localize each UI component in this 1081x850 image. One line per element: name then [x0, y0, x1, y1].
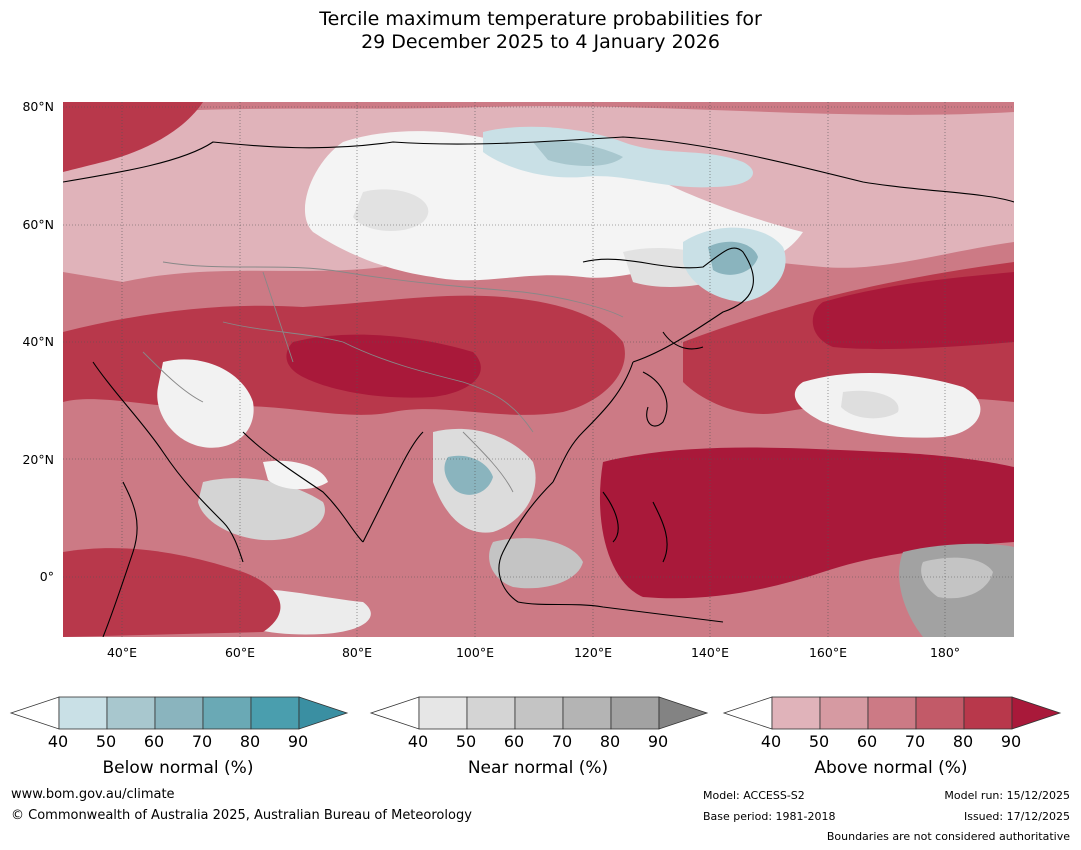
region-india-white — [263, 460, 328, 490]
region-north-grey-1 — [353, 189, 429, 232]
region-indochina-blue — [444, 455, 493, 495]
colorbar-swatch — [250, 696, 300, 730]
colorbar-swatch — [562, 696, 612, 730]
tick: 80 — [952, 732, 974, 751]
tick: 50 — [95, 732, 117, 751]
colorbar-near-normal — [369, 696, 709, 730]
lat-label-0: 0° — [39, 569, 54, 584]
tick: 70 — [191, 732, 213, 751]
colorbar-above-title: Above normal (%) — [814, 758, 968, 778]
colorbar-lower-extension — [9, 696, 60, 730]
bom-climate-link[interactable]: www.bom.gov.au/climate — [11, 787, 175, 802]
region-south-indian-red — [63, 548, 281, 637]
boundaries-disclaimer: Boundaries are not considered authoritat… — [826, 830, 1070, 843]
coastlines — [63, 136, 1014, 637]
region-indonesia-grey — [489, 538, 583, 589]
tick: 40 — [407, 732, 429, 751]
region-northwest-dark-red — [63, 102, 203, 172]
lat-label-20n: 20°N — [22, 452, 54, 467]
colorbar-upper-extension — [298, 696, 349, 730]
title-line-2: 29 December 2025 to 4 January 2026 — [361, 31, 720, 53]
tick: 50 — [808, 732, 830, 751]
colorbar-upper-extension — [1011, 696, 1062, 730]
lat-label-40n: 40°N — [22, 334, 54, 349]
colorbar-swatch — [819, 696, 869, 730]
colorbar-swatch — [867, 696, 917, 730]
lon-label-140e: 140°E — [690, 645, 729, 660]
lat-label-80n: 80°N — [22, 99, 54, 114]
colorbar-swatch — [771, 696, 821, 730]
colorbar-below-title: Below normal (%) — [102, 758, 254, 778]
region-southeast-pacific-light-grey — [921, 557, 993, 599]
tick: 60 — [503, 732, 525, 751]
colorbar-swatch — [915, 696, 965, 730]
region-india-grey — [198, 478, 325, 541]
region-tibet-dark-red — [286, 334, 481, 398]
colorbar-swatch — [466, 696, 516, 730]
tick: 50 — [455, 732, 477, 751]
colorbar-swatch — [154, 696, 204, 730]
colorbar-above-swatches — [722, 696, 1062, 730]
colorbar-above-normal — [722, 696, 1062, 730]
country-borders — [142, 261, 624, 493]
probability-map — [63, 102, 1014, 637]
lon-label-120e: 120°E — [573, 645, 612, 660]
region-west-pacific-deep-red — [599, 447, 1014, 599]
lat-label-60n: 60°N — [22, 217, 54, 232]
title-line-1: Tercile maximum temperature probabilitie… — [319, 8, 762, 30]
tick: 80 — [239, 732, 261, 751]
colorbar-lower-extension — [369, 696, 420, 730]
region-okhotsk-blue-dark — [708, 241, 758, 275]
colorbar-below-swatches — [9, 696, 349, 730]
tick: 70 — [904, 732, 926, 751]
colorbar-lower-extension — [722, 696, 773, 730]
lon-label-40e: 40°E — [106, 645, 138, 660]
tick: 70 — [551, 732, 573, 751]
lon-label-60e: 60°E — [224, 645, 256, 660]
copyright-notice: © Commonwealth of Australia 2025, Austra… — [11, 808, 472, 823]
colorbar-swatch — [963, 696, 1013, 730]
tick: 90 — [1000, 732, 1022, 751]
map-canvas — [63, 102, 1014, 637]
tick: 60 — [143, 732, 165, 751]
model-name: Model: ACCESS-S2 — [703, 789, 805, 802]
lon-label-180: 180° — [929, 645, 961, 660]
chart-title: Tercile maximum temperature probabilitie… — [0, 8, 1081, 54]
lon-label-160e: 160°E — [808, 645, 847, 660]
tick: 90 — [287, 732, 309, 751]
colorbar-upper-extension — [658, 696, 709, 730]
colorbar-below-normal — [9, 696, 349, 730]
issued-date: Issued: 17/12/2025 — [963, 810, 1070, 823]
tick: 40 — [760, 732, 782, 751]
region-pacific-dark-core — [812, 272, 1014, 350]
colorbar-near-swatches — [369, 696, 709, 730]
colorbar-near-title: Near normal (%) — [467, 758, 609, 778]
base-period: Base period: 1981-2018 — [703, 810, 836, 823]
colorbar-swatch — [418, 696, 468, 730]
region-arabia-mixed — [157, 359, 254, 448]
colorbar-swatch — [202, 696, 252, 730]
colorbar-swatch — [58, 696, 108, 730]
tick: 40 — [47, 732, 69, 751]
colorbar-swatch — [106, 696, 156, 730]
model-run-date: Model run: 15/12/2025 — [944, 789, 1070, 802]
graticule — [63, 102, 1014, 637]
region-pacific-grey-patches — [841, 390, 899, 419]
region-siberia-blue-dark — [533, 140, 623, 166]
colorbar-swatch — [610, 696, 660, 730]
colorbar-swatch — [514, 696, 564, 730]
lon-label-80e: 80°E — [341, 645, 373, 660]
tick: 90 — [647, 732, 669, 751]
tick: 80 — [599, 732, 621, 751]
tick: 60 — [856, 732, 878, 751]
lon-label-100e: 100°E — [455, 645, 494, 660]
region-north-white — [304, 131, 803, 281]
